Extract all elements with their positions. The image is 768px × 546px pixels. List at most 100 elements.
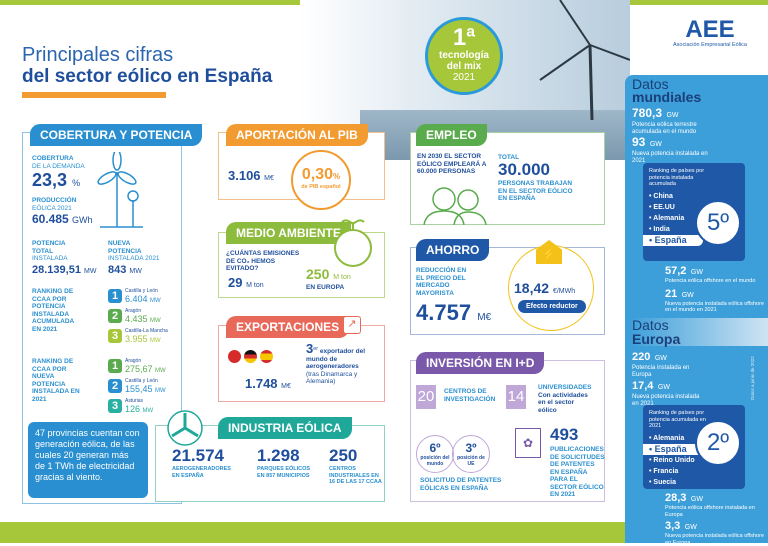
empleo-total-label: TOTAL: [498, 154, 520, 161]
globe-sprout-icon: [334, 219, 372, 267]
cobertura-title: COBERTURA Y POTENCIA: [30, 124, 203, 146]
germany-flag-icon: [244, 350, 257, 363]
badge-number: 1ª: [452, 24, 476, 51]
country-item: • Reino Unido: [649, 456, 695, 464]
country-item: • Francia: [649, 467, 679, 475]
badge-year: 2021: [452, 72, 476, 83]
id-panel: [410, 360, 605, 502]
export-value: 1.748 M€: [245, 376, 291, 391]
bottom-bar: [0, 522, 768, 543]
world-heading-1: Datos: [632, 76, 669, 92]
universidades-label: UNIVERSIDADES Con actividades en el secto…: [538, 384, 592, 414]
rank-number: 3: [108, 329, 122, 343]
publications-value: 493: [550, 425, 579, 444]
industria-title: INDUSTRIA EÓLICA: [218, 417, 352, 439]
badge-line1: tecnología: [438, 50, 489, 61]
emissions-europe-label: EN EUROPA: [306, 284, 345, 291]
world-data: Datos mundiales 780,3 GW Potencia eólica…: [632, 76, 762, 165]
europe-offshore: 28,3 GW Potencia eólica offshore instala…: [665, 492, 764, 546]
source-note: Datos a junio de 2022: [750, 356, 755, 400]
ranking-row: 3 Castilla-La Mancha 3.955 MW: [108, 328, 168, 344]
rank-number: 2: [108, 309, 122, 323]
ue-position-circle: 3º posición de UE: [452, 435, 490, 473]
world-offshore-new-desc: Nueva potencia instalada eólica offshore…: [665, 300, 764, 314]
publications-label: PUBLICACIONES DE SOLICITUDES DE PATENTES…: [550, 446, 605, 498]
denmark-flag-icon: [228, 350, 241, 363]
country-item: • España: [643, 443, 703, 455]
centros-value: 20: [416, 385, 436, 409]
rank-info: Asturias 126 MW: [125, 398, 154, 414]
certificate-icon: ✿: [515, 428, 541, 458]
logo-subtitle: Asociación Empresarial Eólica: [673, 42, 747, 48]
id-title: INVERSIÓN EN I+D: [416, 352, 545, 374]
country-item: • India: [649, 225, 670, 233]
industria-stats: 21.574 AEROGENERADORES EN ESPAÑA 1.298 PARQ…: [172, 446, 391, 486]
patents-label: SOLICITUD DE PATENTES EÓLICAS EN ESPAÑA: [420, 477, 502, 492]
people-icon: [423, 187, 487, 225]
emissions-europe-value: 250 M ton: [306, 266, 351, 282]
ranking-row: 1 Aragón 275,67 MW: [108, 358, 166, 374]
emissions-value: 29 M ton: [228, 275, 264, 290]
wind-turbines-icon: [97, 152, 143, 228]
country-item: • Suecia: [649, 478, 676, 486]
rank-info: Castilla y León 6.404 MW: [125, 288, 161, 304]
produccion-value: 60.485 GWh: [32, 212, 93, 226]
medio-ambiente-title: MEDIO AMBIENTE: [226, 222, 351, 244]
emissions-question: ¿CUÁNTAS EMISIONES DE CO₂ HEMOS EVITADO?: [226, 250, 300, 272]
universidades-value: 14: [506, 385, 526, 409]
rank-info: Aragón 4.435 MW: [125, 308, 161, 324]
nueva-potencia-value: 843 MW: [108, 264, 142, 276]
ahorro-label: REDUCCIÓN EN EL PRECIO DEL MERCADO MAYOR…: [416, 267, 467, 297]
empleo-forecast: EN 2030 EL SECTOR EÓLICO EMPLEARÁ A 60.0…: [417, 153, 487, 175]
ranking-row: 3 Asturias 126 MW: [108, 398, 166, 414]
cobertura-value: 23,3 %: [32, 170, 81, 190]
world-ranking: Ranking de países por potencia instalada…: [643, 163, 745, 261]
ranking-acumulada-list: 1 Castilla y León 6.404 MW 2 Aragón 4.435 MW 3…: [108, 288, 168, 348]
rank-number: 2: [108, 379, 122, 393]
export-rank: 3er exportador del mundo de aerogenerado…: [306, 341, 366, 385]
price-value: 18,42 €/MWh: [514, 280, 576, 296]
potencia-total-value: 28.139,51 MW: [32, 264, 97, 276]
rank-number: 1: [108, 359, 122, 373]
provinces-note: 47 provincias cuentan con generación eól…: [28, 422, 148, 498]
world-position: 5º: [695, 200, 741, 246]
efecto-reductor-tag: Efecto reductor: [518, 300, 586, 313]
nueva-potencia-label: NUEVA POTENCIA INSTALADA 2021: [108, 240, 160, 262]
country-item: • Alemania: [649, 434, 685, 442]
ranking-title: Ranking de países por potencia instalada…: [649, 168, 705, 187]
rank-number: 3: [108, 399, 122, 413]
house-bolt-icon: ⚡: [536, 240, 562, 264]
world-position-circle: 6º posición del mundo: [416, 435, 454, 473]
turbine-rotor-icon: [167, 410, 203, 446]
wind-turbine-photo-icon: [539, 0, 630, 120]
pib-title: APORTACIÓN AL PIB: [226, 124, 368, 146]
empleo-total-value: 30.000: [498, 160, 550, 179]
ahorro-title: AHORRO: [416, 239, 490, 261]
world-new-power-desc: Nueva potencia instalada en 2021: [632, 151, 708, 164]
ranking-title: Ranking de países por potencia acumulada…: [649, 410, 706, 429]
spain-flag-icon: [260, 350, 273, 363]
industria-stat: 21.574 AEROGENERADORES EN ESPAÑA: [172, 446, 231, 479]
pib-percent-circle: 0,30% de PIB español: [291, 150, 351, 210]
rank-info: Castilla-La Mancha 3.955 MW: [125, 328, 168, 344]
industria-stat: 250 CENTROS INDUSTRIALES EN 16 DE LAS 17 …: [329, 446, 382, 485]
europe-position: 2º: [695, 420, 741, 466]
ahorro-value: 4.757 M€: [416, 300, 492, 325]
centros-label: CENTROS DE INVESTIGACIÓN: [444, 388, 496, 403]
world-heading-2: mundiales: [632, 89, 702, 105]
empleo-title: EMPLEO: [416, 124, 487, 146]
logo-text: AEE: [685, 16, 735, 43]
export-arrow-icon: ↗: [343, 316, 361, 334]
title-underline: [22, 92, 166, 98]
ranking-row: 2 Aragón 4.435 MW: [108, 308, 168, 324]
badge-line2: del mix: [446, 61, 482, 72]
exportaciones-title: EXPORTACIONES: [226, 316, 350, 338]
ranking-row: 1 Castilla y León 6.404 MW: [108, 288, 168, 304]
world-offshore: 57,2 GW Potencia eólica offshore en el m…: [665, 265, 764, 314]
country-item: • EE.UU: [649, 203, 675, 211]
country-item: • China: [649, 192, 673, 200]
pib-value: 3.106 M€: [228, 168, 274, 183]
page-title-line1: Principales cifras: [22, 44, 174, 66]
empleo-total-desc: PERSONAS TRABAJAN EN EL SECTOR EÓLICO EN…: [498, 180, 573, 202]
country-item: • España: [643, 234, 703, 246]
